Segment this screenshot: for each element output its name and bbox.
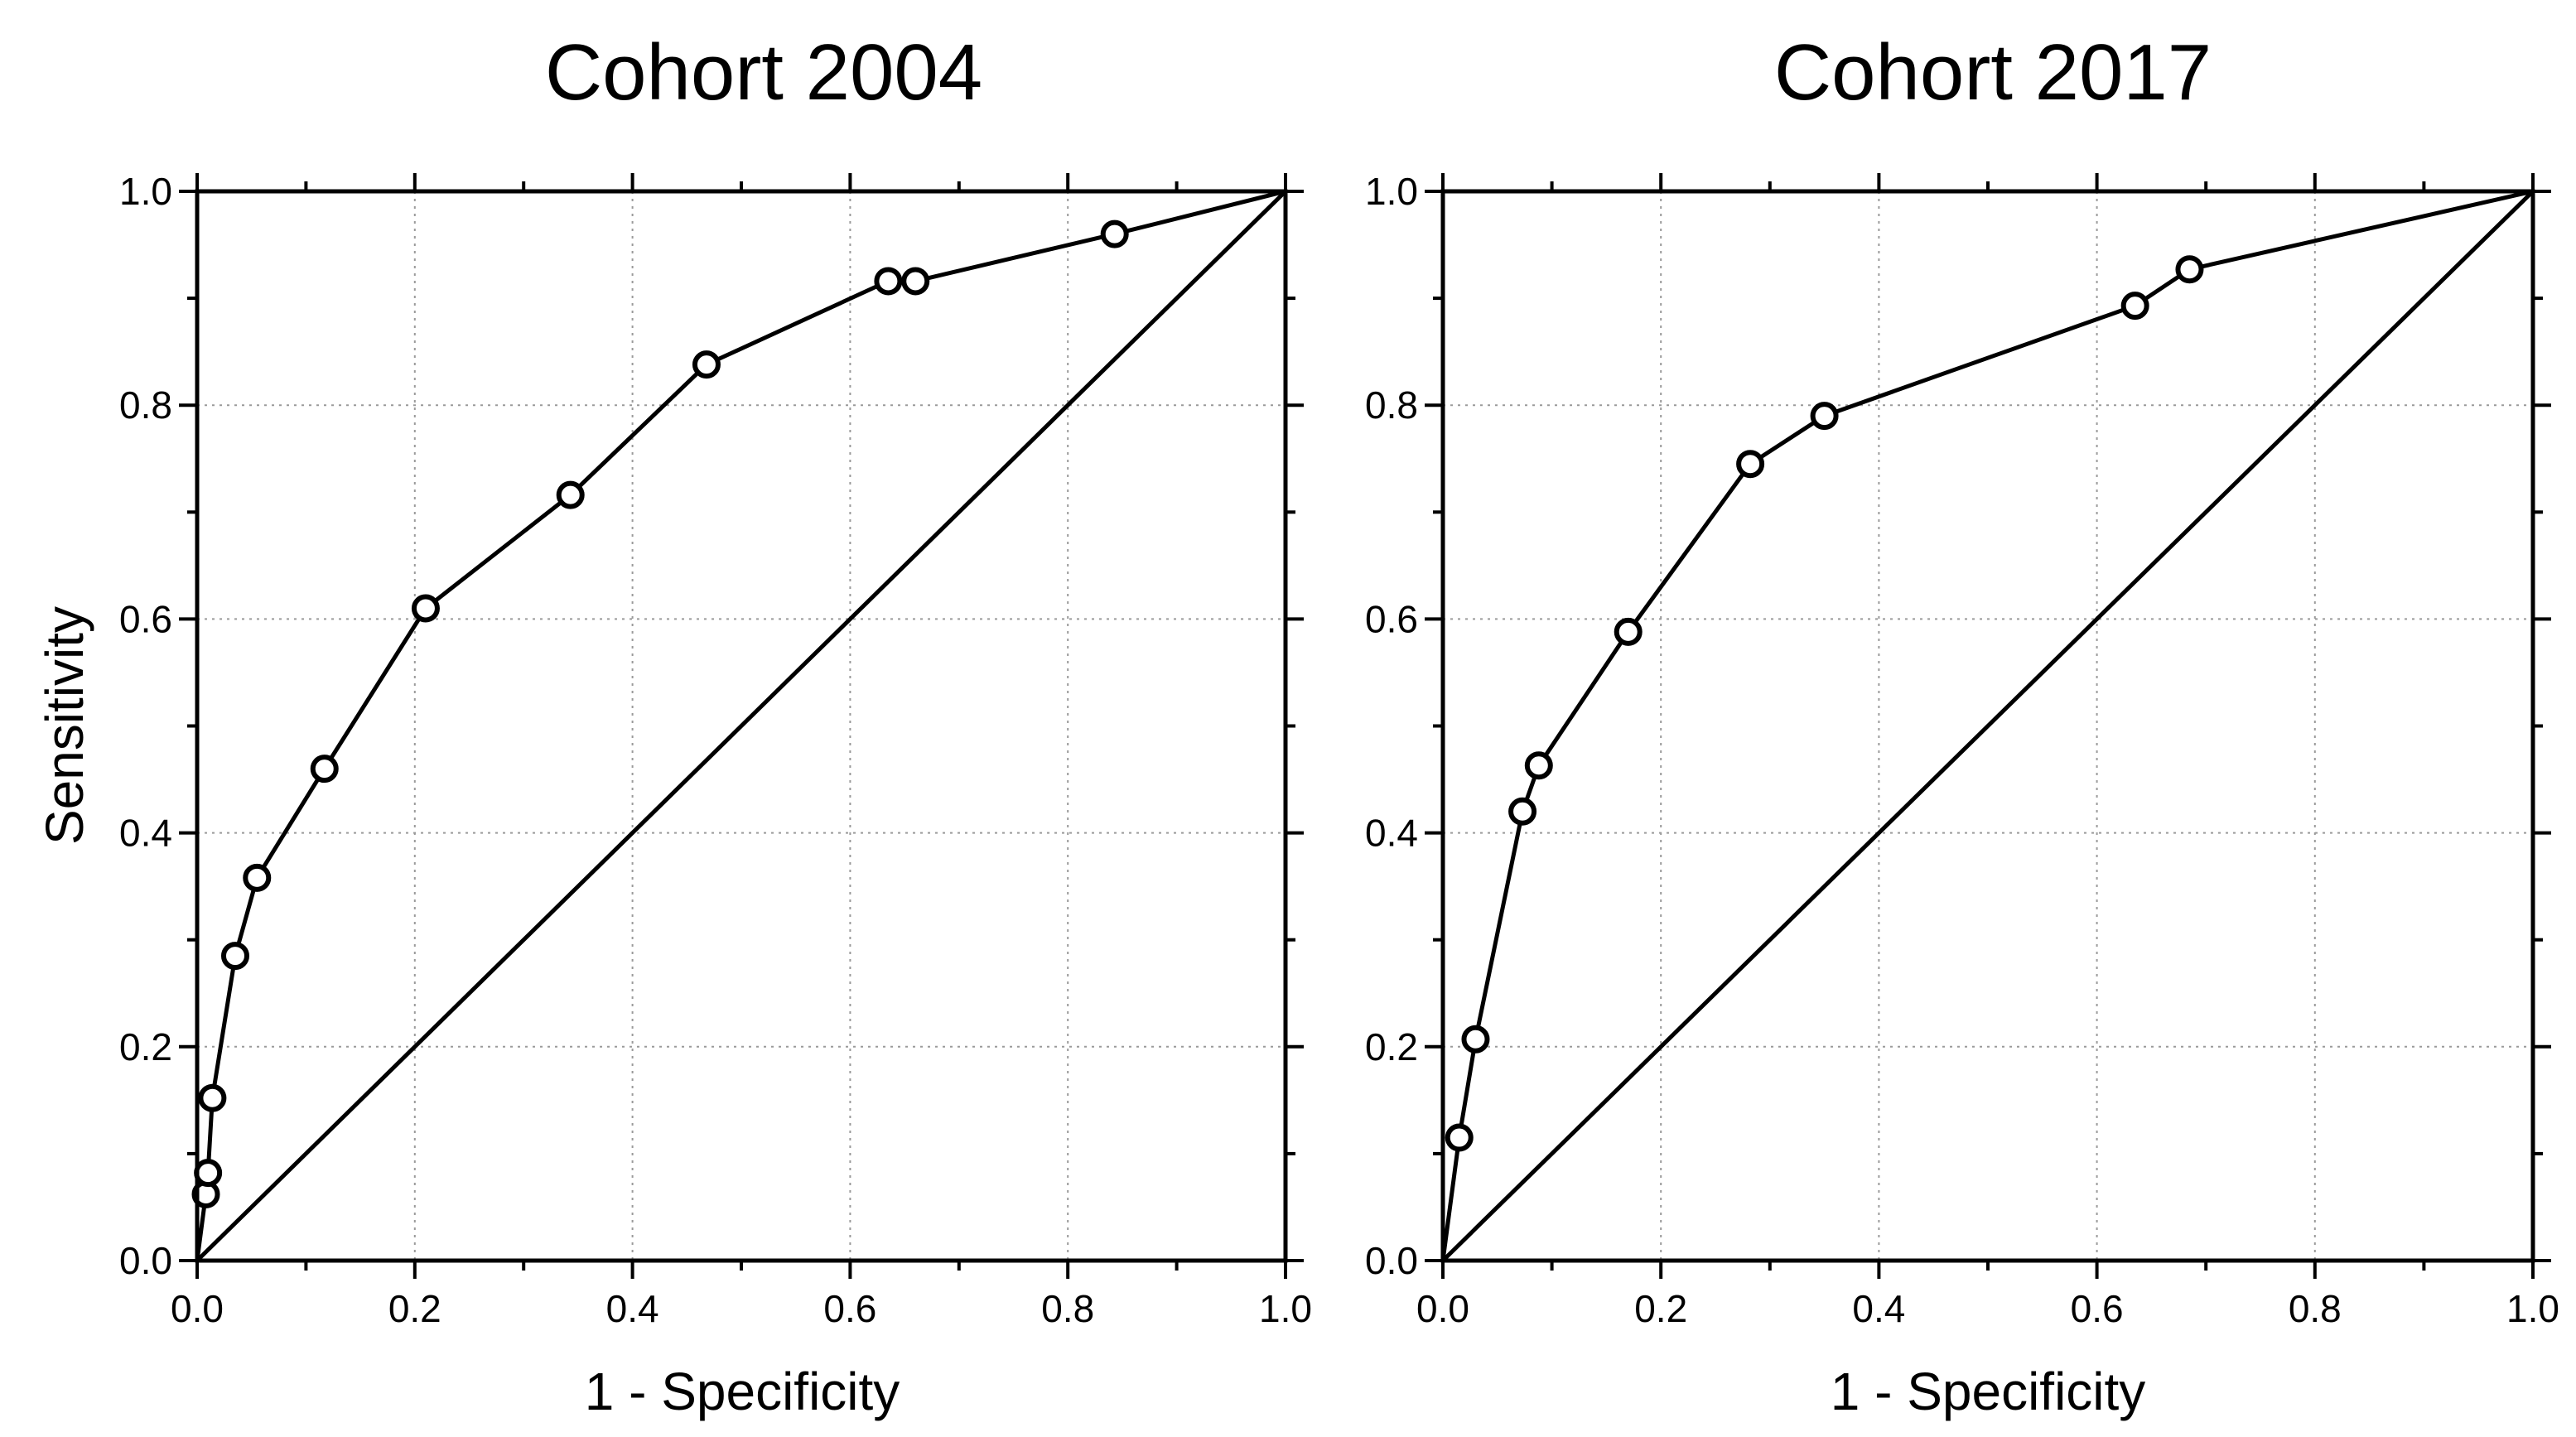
y-tick-label: 0.8 <box>119 383 172 427</box>
x-tick-label: 0.8 <box>2289 1287 2342 1330</box>
data-points <box>191 219 1129 1208</box>
y-tick-labels: 0.0 0.2 0.4 0.6 0.8 1.0 <box>119 170 172 1282</box>
data-point <box>1614 617 1643 646</box>
x-tick-label: 1.0 <box>1259 1287 1312 1330</box>
y-tick-label: 0.0 <box>119 1239 172 1282</box>
chart-title: Cohort 2004 <box>545 28 982 117</box>
data-point <box>1524 751 1553 780</box>
data-point <box>220 942 249 971</box>
y-tick-label: 0.0 <box>1365 1239 1418 1282</box>
data-point <box>1810 402 1839 431</box>
y-tick-label: 0.6 <box>119 597 172 640</box>
data-point <box>874 267 903 296</box>
chart-title: Cohort 2017 <box>1774 28 2212 117</box>
y-tick-label: 0.2 <box>1365 1025 1418 1068</box>
plot-frame <box>1440 189 2535 1263</box>
data-point <box>1445 1123 1474 1152</box>
data-point <box>1461 1025 1490 1054</box>
data-point <box>692 350 721 379</box>
grid <box>1443 191 2533 1261</box>
y-tick-label: 0.4 <box>119 812 172 855</box>
y-tick-label: 0.6 <box>1365 597 1418 640</box>
panel-cohort-2017: Cohort 2017 0.0 0.2 0.4 0.6 0.8 1.0 0.0 … <box>1365 28 2559 1421</box>
y-tick-label: 0.8 <box>1365 383 1418 427</box>
data-points <box>1445 255 2204 1152</box>
y-tick-labels: 0.0 0.2 0.4 0.6 0.8 1.0 <box>1365 170 1418 1282</box>
data-point <box>198 1083 227 1112</box>
x-tick-label: 0.4 <box>606 1287 659 1330</box>
x-tick-label: 0.8 <box>1041 1287 1094 1330</box>
data-point <box>901 267 930 296</box>
x-tick-label: 0.0 <box>171 1287 224 1330</box>
data-point <box>1736 450 1765 479</box>
x-tick-label: 0.2 <box>388 1287 441 1330</box>
reference-line <box>1441 190 2535 1262</box>
x-tick-label: 0.6 <box>2071 1287 2124 1330</box>
x-tick-label: 0.4 <box>1852 1287 1905 1330</box>
data-point <box>310 755 339 784</box>
data-point <box>2120 292 2149 321</box>
data-point <box>411 594 440 623</box>
x-tick-labels: 0.0 0.2 0.4 0.6 0.8 1.0 <box>1416 1287 2559 1330</box>
y-tick-label: 0.2 <box>119 1025 172 1068</box>
plot-frame <box>195 189 1288 1263</box>
grid <box>197 191 1286 1261</box>
data-point <box>556 480 585 509</box>
x-axis-label: 1 - Specificity <box>585 1362 900 1421</box>
data-point <box>243 863 272 892</box>
x-tick-labels: 0.0 0.2 0.4 0.6 0.8 1.0 <box>171 1287 1312 1330</box>
y-tick-label: 1.0 <box>1365 170 1418 213</box>
data-point <box>1100 219 1129 248</box>
x-tick-label: 0.0 <box>1416 1287 1469 1330</box>
y-axis-label: Sensitivity <box>35 606 94 845</box>
y-tick-label: 1.0 <box>119 170 172 213</box>
y-tick-label: 0.4 <box>1365 812 1418 855</box>
data-point <box>194 1159 223 1188</box>
data-point <box>2175 255 2204 284</box>
data-point <box>1508 797 1537 826</box>
panel-cohort-2004: Cohort 2004 0.0 0.2 0.4 0.6 0.8 1.0 0.0 … <box>35 28 1312 1421</box>
x-tick-label: 1.0 <box>2506 1287 2559 1330</box>
reference-line <box>195 190 1287 1262</box>
x-tick-label: 0.2 <box>1634 1287 1687 1330</box>
x-axis-label: 1 - Specificity <box>1831 1362 2146 1421</box>
x-tick-label: 0.6 <box>823 1287 876 1330</box>
